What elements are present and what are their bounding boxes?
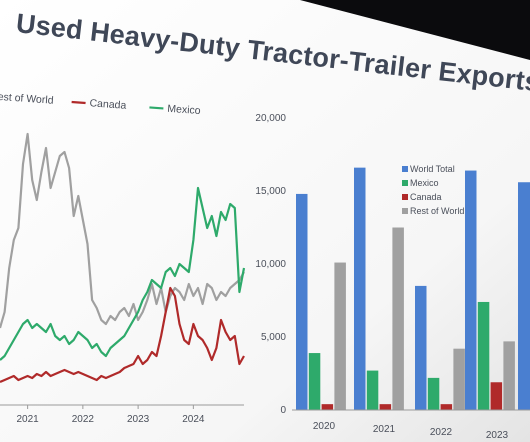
bar-2023-rest-of-world	[503, 341, 515, 410]
line-chart-series	[0, 132, 246, 384]
bar-2023-canada	[490, 382, 503, 410]
line-chart-tick-label: 2021	[16, 414, 39, 425]
bar-legend-swatch-world-total	[402, 166, 408, 172]
line-series-canada	[0, 286, 245, 384]
bar-legend-label-canada: Canada	[410, 192, 442, 202]
legend-swatch-canada	[71, 100, 86, 105]
bar-2020-world-total	[296, 193, 308, 410]
bar-chart-category-label: 2022	[430, 427, 453, 438]
bar-2021-mexico	[366, 370, 379, 410]
bar-chart-y-tick-label: 0	[280, 405, 286, 416]
line-chart-tick-label: 2023	[127, 414, 150, 425]
line-chart-legend: est of World Canada Mexico	[0, 91, 201, 117]
bar-2020-rest-of-world	[334, 262, 346, 410]
bar-legend-swatch-rest-of-world	[402, 208, 408, 214]
bar-legend-label-mexico: Mexico	[410, 178, 439, 188]
bar-chart-y-tick-label: 20,000	[255, 113, 286, 124]
legend-swatch-mexico	[149, 106, 164, 110]
bar-chart-x-axis: 2020 2021 2022 2023	[292, 409, 530, 441]
bar-2021-rest-of-world	[392, 227, 404, 410]
bar-2021-world-total	[354, 167, 366, 410]
bar-2022-mexico	[427, 377, 440, 410]
bar-2022-rest-of-world	[453, 348, 465, 410]
bar-chart-category-label: 2023	[486, 430, 509, 441]
bar-chart-y-tick-label: 10,000	[255, 259, 286, 270]
bar-chart-bars	[296, 167, 530, 410]
line-chart-tick-label: 2022	[72, 414, 95, 425]
bar-2022-world-total	[415, 285, 427, 410]
bar-legend-swatch-canada	[402, 194, 408, 200]
line-chart-x-axis: 2021 2022 2023 2024	[0, 404, 244, 425]
bar-2021-canada	[379, 404, 392, 410]
bar-chart-category-label: 2020	[313, 421, 336, 432]
line-series-mexico	[0, 186, 246, 361]
bar-2020-canada	[321, 404, 334, 410]
bar-chart-legend: World Total Mexico Canada Rest of World	[402, 164, 464, 216]
bar-chart-y-axis: 0 5,000 10,000 15,000 20,000	[255, 113, 286, 416]
bar-legend-label-rest-of-world: Rest of World	[410, 206, 464, 216]
bar-2023-mexico	[477, 301, 490, 410]
bar-partial-world-total	[518, 182, 530, 410]
bar-chart-y-tick-label: 5,000	[261, 332, 286, 343]
bar-2023-world-total	[465, 170, 477, 410]
bar-legend-swatch-mexico	[402, 180, 408, 186]
bar-2022-canada	[440, 404, 453, 410]
bar-chart-y-tick-label: 15,000	[255, 186, 286, 197]
bar-legend-label-world-total: World Total	[410, 164, 455, 174]
line-chart-tick-label: 2024	[182, 414, 205, 425]
legend-label-canada: Canada	[89, 97, 127, 112]
line-series-rest-of-world	[0, 132, 245, 329]
bar-2020-mexico	[308, 353, 321, 410]
legend-label-mexico: Mexico	[167, 103, 201, 117]
legend-label-rest-of-world: est of World	[0, 91, 54, 107]
bar-chart-category-label: 2021	[373, 424, 396, 435]
